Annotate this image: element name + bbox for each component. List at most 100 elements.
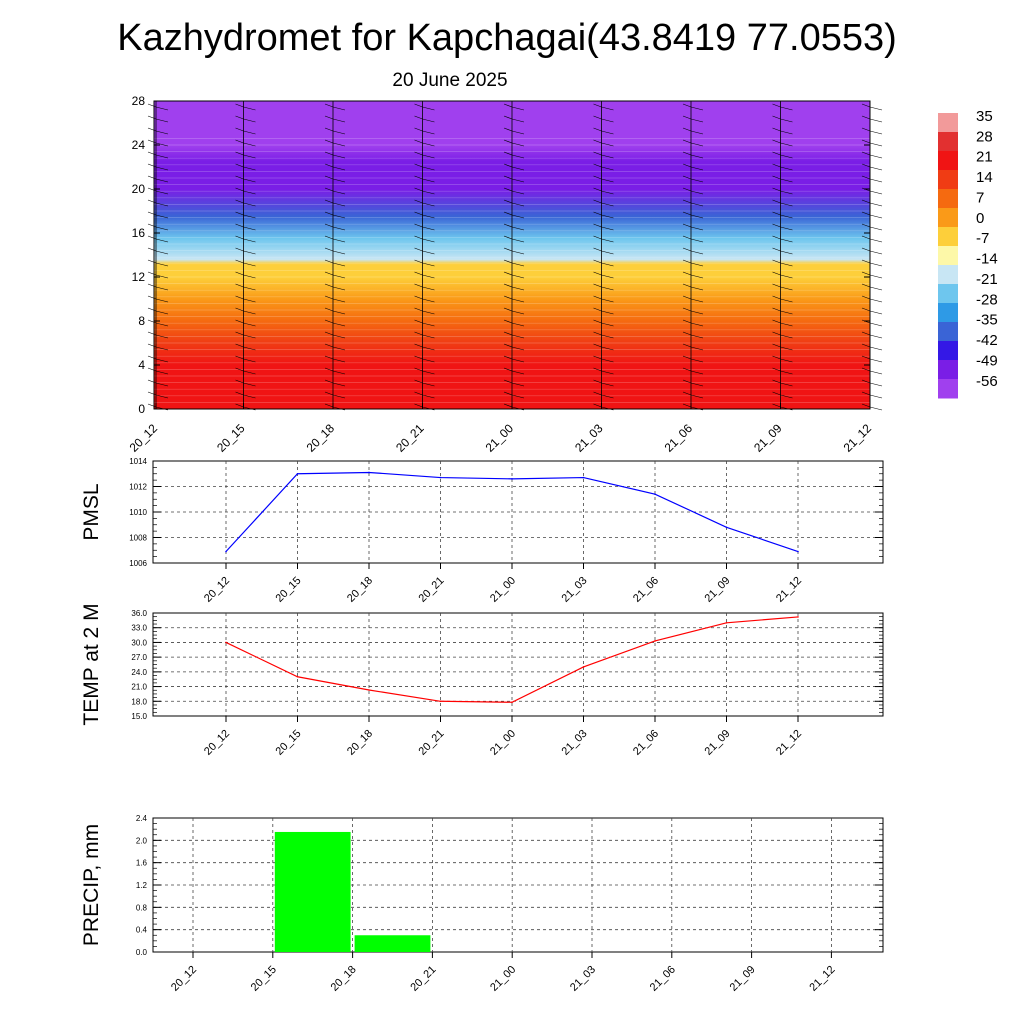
wind-barb [690, 274, 704, 279]
wind-barb [861, 259, 871, 264]
wind-barb [772, 295, 781, 300]
wind-barb [601, 310, 614, 315]
wind-barb [243, 298, 256, 303]
chart-subtitle: 20 June 2025 [392, 70, 507, 91]
wind-barb [332, 250, 346, 255]
wind-barb [682, 163, 692, 168]
wind-barb [503, 139, 513, 144]
wind-barb [324, 355, 334, 360]
x-tick-label: 20_18 [345, 728, 375, 758]
series-point [296, 675, 299, 678]
wind-barb [682, 355, 692, 360]
wind-barb [690, 166, 704, 171]
x-tick-label: 21_06 [662, 421, 696, 455]
wind-barb [511, 334, 525, 339]
wind-barb [772, 307, 781, 312]
wind-barb [511, 310, 525, 315]
wind-barb [332, 130, 346, 135]
wind-barb [511, 322, 525, 327]
wind-barb [861, 103, 871, 108]
wind-barb [511, 118, 525, 123]
wind-barb [511, 226, 525, 231]
wind-barb [422, 154, 435, 159]
wind-barb [682, 391, 692, 396]
wind-barb [682, 127, 692, 132]
wind-barb [511, 106, 525, 111]
wind-barb [511, 238, 525, 243]
wind-barb [155, 166, 169, 171]
wind-barb [601, 130, 614, 135]
colorbar-swatch [938, 151, 958, 171]
wind-barb [243, 238, 256, 243]
wind-barb [503, 379, 513, 384]
wind-barb [243, 322, 256, 327]
wind-barb [235, 175, 244, 180]
wind-barb [332, 214, 346, 219]
wind-barb [601, 394, 614, 399]
wind-barb [414, 343, 423, 348]
x-tick-label: 20_15 [249, 964, 279, 994]
wind-barb [780, 226, 793, 231]
wind-barb [324, 247, 334, 252]
wind-barb [332, 178, 346, 183]
wind-barb [861, 295, 871, 300]
wind-barb [243, 334, 256, 339]
wind-barb [690, 346, 704, 351]
wind-barb [682, 331, 692, 336]
y-tick-label: 1006 [129, 559, 147, 568]
y-tick-label: 16 [132, 226, 146, 240]
wind-barb [682, 271, 692, 276]
series-point [368, 471, 370, 474]
wind-barb [155, 154, 169, 159]
wind-barb [332, 346, 346, 351]
wind-barb [414, 331, 423, 336]
wind-barb [414, 139, 423, 144]
wind-barb [414, 163, 423, 168]
wind-barb [511, 286, 525, 291]
x-tick-label: 20_12 [202, 575, 232, 605]
wind-barb [601, 166, 614, 171]
wind-barb [243, 370, 256, 375]
wind-barb [772, 235, 781, 240]
wind-barb [503, 223, 513, 228]
wind-barb [147, 391, 157, 396]
wind-barb [772, 115, 781, 120]
wind-barb [422, 382, 435, 387]
wind-barb [243, 118, 256, 123]
colorbar-label: 0 [976, 210, 984, 227]
wind-barb [772, 199, 781, 204]
series-point [725, 622, 728, 624]
wind-barb [869, 106, 883, 111]
x-tick-label: 21_12 [774, 575, 804, 605]
wind-barb [422, 262, 435, 267]
wind-barb [601, 238, 614, 243]
wind-barb [690, 262, 704, 267]
colorbar-swatch [938, 284, 958, 304]
wind-barb [332, 298, 346, 303]
precip-bar [274, 831, 351, 952]
wind-barb [682, 247, 692, 252]
wind-barb [780, 382, 793, 387]
wind-barb [682, 187, 692, 192]
wind-barb [332, 238, 346, 243]
wind-barb [324, 319, 334, 324]
wind-barb [593, 319, 602, 324]
wind-barb [414, 259, 423, 264]
x-tick-label: 21_03 [560, 575, 590, 605]
wind-barb [869, 394, 883, 399]
wind-barb [690, 238, 704, 243]
wind-barb [861, 331, 871, 336]
wind-barb [235, 367, 244, 372]
wind-barb [690, 250, 704, 255]
wind-barb [332, 190, 346, 195]
colorbar-swatch [938, 360, 958, 380]
wind-barb [332, 310, 346, 315]
wind-barb [503, 319, 513, 324]
wind-barb [780, 370, 793, 375]
wind-barb [414, 403, 423, 408]
wind-barb [869, 310, 883, 315]
wind-barb [155, 298, 169, 303]
wind-barb [780, 214, 793, 219]
wind-barb [147, 343, 157, 348]
